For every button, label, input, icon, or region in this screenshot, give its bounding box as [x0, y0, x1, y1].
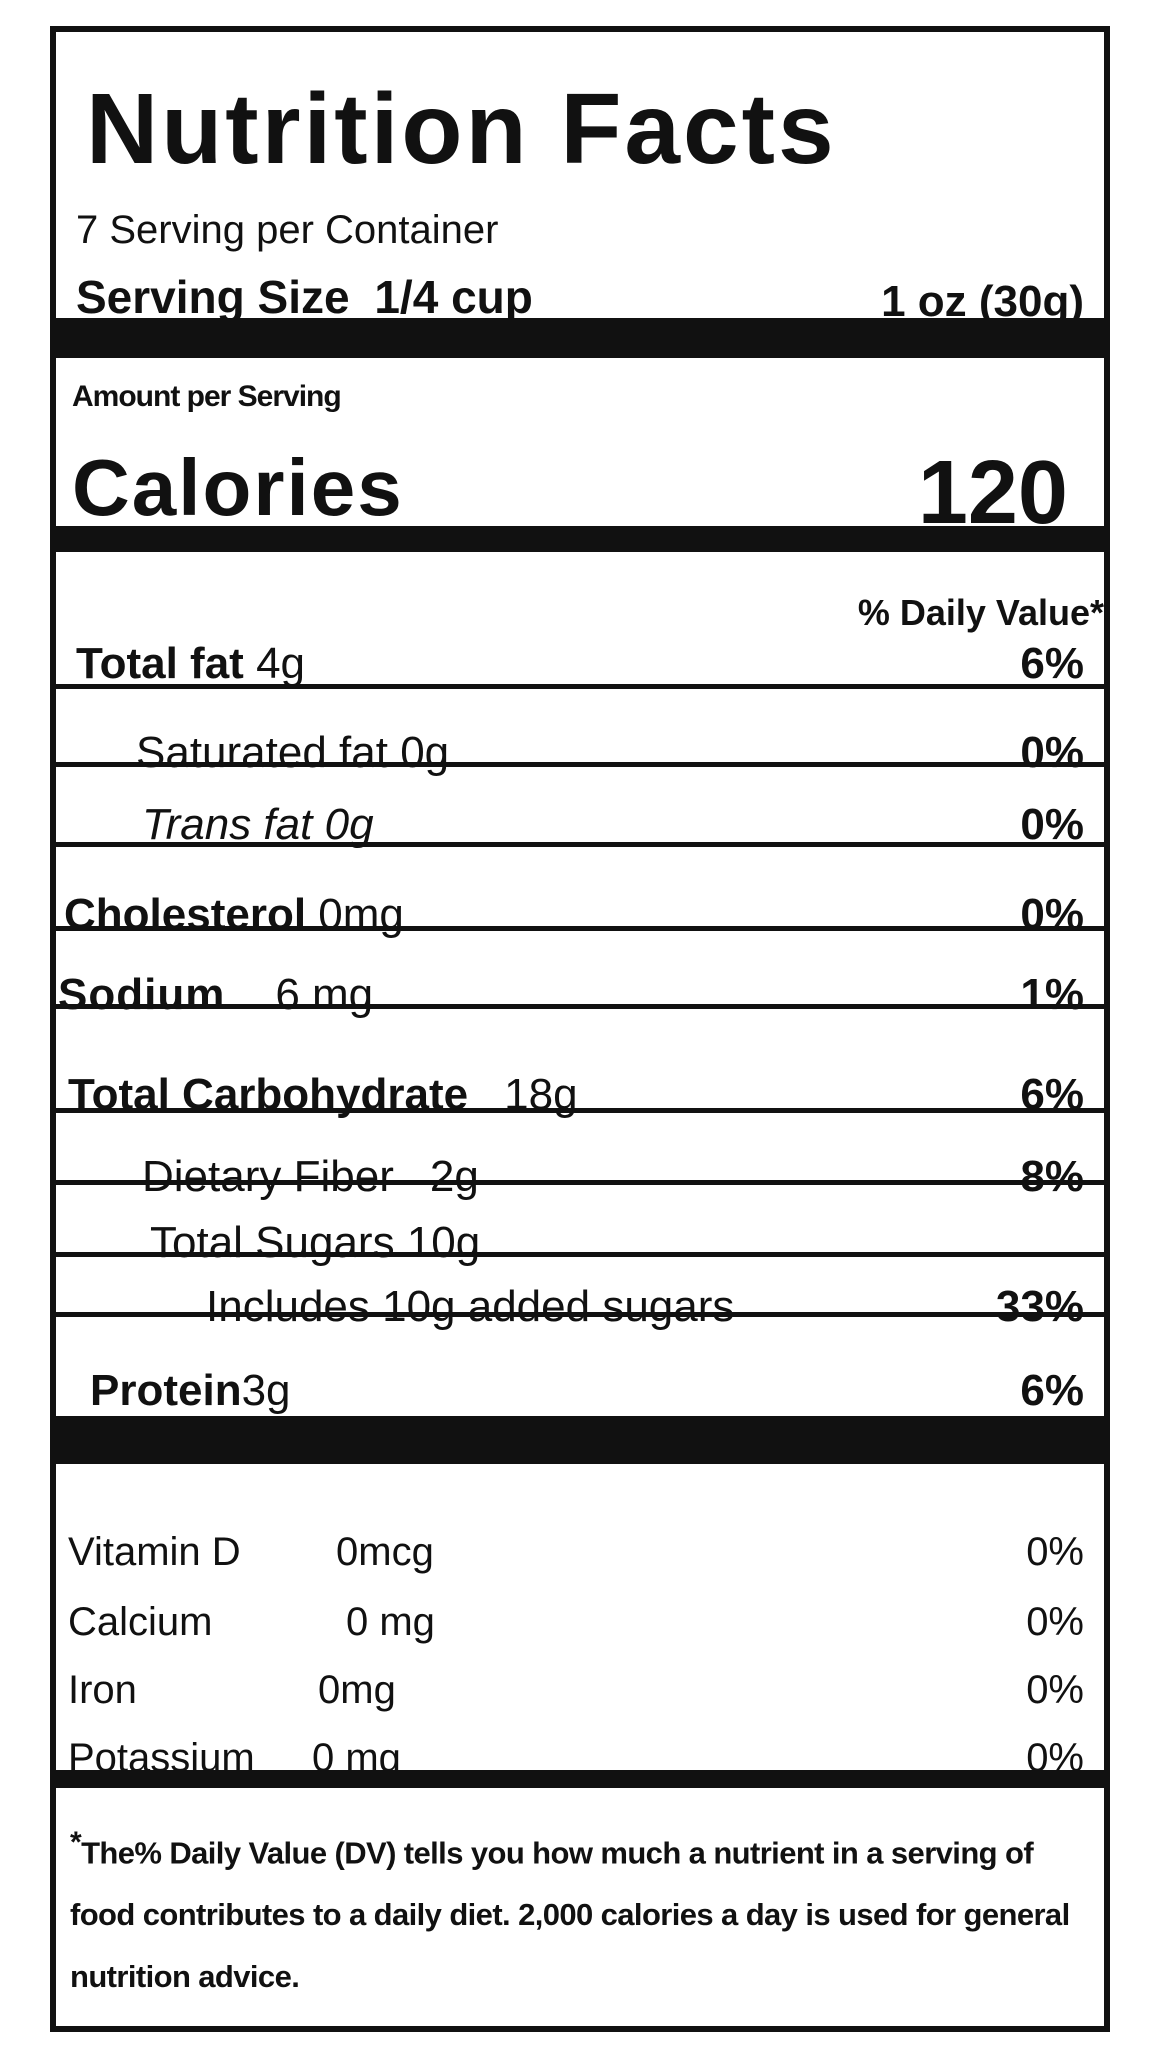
nutrient-name: Total Sugars — [150, 1218, 395, 1267]
footnote-text: The% Daily Value (DV) tells you how much… — [70, 1835, 1070, 1995]
vitamin-dv: 0% — [1026, 1667, 1084, 1712]
vitamin-name: Vitamin D — [68, 1529, 241, 1574]
nutrient-row: Dietary Fiber 2g 8% — [56, 1150, 1084, 1204]
serving-size-label-text: Serving Size — [76, 271, 350, 323]
rule — [56, 1252, 1104, 1257]
divider — [56, 318, 1104, 358]
nutrient-amount: 3g — [241, 1366, 291, 1415]
rule — [56, 684, 1104, 689]
nutrient-name: Protein — [90, 1366, 242, 1415]
rule — [56, 1312, 1104, 1317]
daily-value-header: % Daily Value* — [857, 592, 1104, 633]
servings: 7 Serving per Container — [76, 208, 499, 252]
serving-size-weight: 1 oz (30g) — [881, 277, 1084, 326]
nutrient-dv: 0% — [1020, 728, 1084, 777]
nutrient-dv: 0% — [1020, 800, 1084, 849]
vitamin-amount: 0 mg — [346, 1599, 435, 1644]
rule — [56, 762, 1104, 767]
serving-size-cup: 1/4 cup — [374, 271, 533, 323]
vitamin-dv: 0% — [1026, 1599, 1084, 1644]
nutrient-amount: 2g — [429, 1152, 479, 1201]
rule — [56, 1180, 1104, 1185]
footnote-marker: * — [70, 1826, 82, 1859]
divider — [56, 1770, 1104, 1788]
vitamin-dv: 0% — [1026, 1529, 1084, 1574]
nutrient-dv: 6% — [1020, 639, 1084, 688]
nutrient-row: Cholesterol 0mg 0% — [56, 888, 1084, 942]
nutrient-row: Total fat 4g 6% — [56, 637, 1084, 691]
vitamin-row: Calcium 0 mg 0% — [56, 1596, 1084, 1648]
nutrient-row: Trans fat 0g 0% — [56, 798, 1084, 852]
vitamin-amount: 0mcg — [336, 1529, 434, 1574]
calories-label: Calories — [72, 443, 404, 532]
nutrient-dv: 0% — [1020, 890, 1084, 939]
nutrient-dv: 33% — [995, 1282, 1084, 1331]
footnote: *The% Daily Value (DV) tells you how muc… — [70, 1812, 1090, 2008]
nutrient-amount: 10g — [406, 1218, 481, 1267]
nutrient-row: Sodium 6 mg 1% — [56, 968, 1084, 1022]
nutrient-dv: 1% — [1020, 970, 1084, 1019]
rule — [56, 842, 1104, 847]
nutrient-row: Includes 10g added sugars 33% — [56, 1280, 1084, 1334]
nutrient-amount: 0g — [324, 800, 374, 849]
rule — [56, 1108, 1104, 1113]
nutrient-row: Saturated fat 0g 0% — [56, 726, 1084, 780]
nutrition-label: Nutrition Facts 7 Serving per Container … — [50, 26, 1110, 2032]
rule — [56, 926, 1104, 931]
divider — [56, 526, 1104, 552]
serving-size-label: Serving Size 1/4 cup — [76, 270, 533, 324]
nutrient-row: Total Sugars 10g — [56, 1216, 1084, 1270]
divider — [56, 1416, 1104, 1464]
amount-per-serving: Amount per Serving — [72, 380, 342, 413]
nutrient-amount: 0g — [400, 728, 450, 777]
nutrient-amount: 6 mg — [275, 970, 374, 1019]
nutrient-name: Cholesterol — [64, 890, 307, 939]
nutrient-name: Dietary Fiber — [142, 1152, 394, 1201]
nutrient-amount: 0mg — [318, 890, 404, 939]
rule — [56, 1004, 1104, 1009]
nutrient-dv: 6% — [1020, 1366, 1084, 1415]
title: Nutrition Facts — [86, 73, 837, 185]
nutrient-row: Total Carbohydrate 18g 6% — [56, 1068, 1084, 1122]
nutrient-name: Saturated fat — [136, 728, 388, 777]
vitamin-name: Iron — [68, 1667, 137, 1712]
vitamin-amount: 0mg — [318, 1667, 396, 1712]
nutrient-dv: 8% — [1020, 1152, 1084, 1201]
nutrient-name: Includes 10g added sugars — [206, 1282, 735, 1331]
nutrient-row: Protein 3g 6% — [56, 1364, 1084, 1418]
nutrient-name: Total fat — [76, 639, 244, 688]
vitamin-row: Iron 0mg 0% — [56, 1664, 1084, 1716]
nutrient-amount: 4g — [256, 639, 306, 688]
vitamin-row: Vitamin D 0mcg 0% — [56, 1526, 1084, 1578]
nutrient-name: Sodium — [58, 970, 226, 1019]
nutrient-name: Trans fat — [142, 800, 313, 849]
vitamin-name: Calcium — [68, 1599, 213, 1644]
